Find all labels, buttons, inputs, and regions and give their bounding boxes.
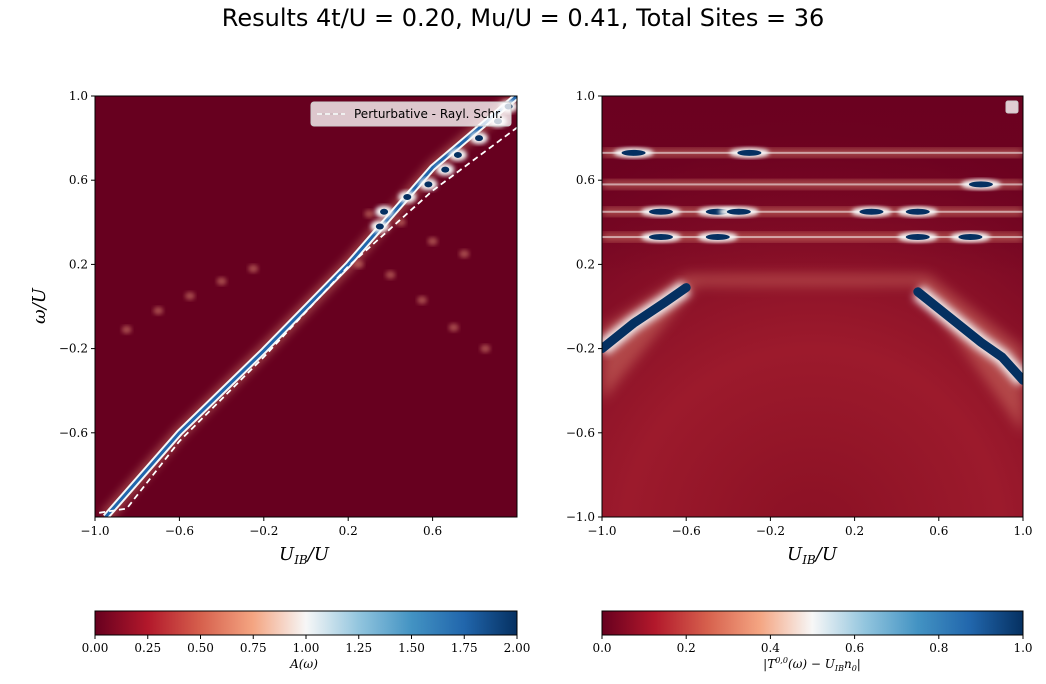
left-peak-1 <box>403 194 412 201</box>
left-peak-4 <box>453 151 462 158</box>
right-left-branch-core <box>602 283 691 354</box>
right-band-3-peak-0 <box>648 234 673 241</box>
left-ytick-label: 1.0 <box>69 89 88 103</box>
left-main-branch-core <box>104 96 517 517</box>
left-side-branch-0-point <box>184 291 195 300</box>
right-band-2-peak-4 <box>905 208 930 215</box>
right-band-1-peak-0 <box>968 181 993 188</box>
figure-title: Results 4t/U = 0.20, Mu/U = 0.41, Total … <box>221 4 825 32</box>
right-band-1-line <box>602 183 1023 186</box>
right-band-3-peak-2 <box>905 234 930 241</box>
right-band-2-peak-2 <box>726 208 751 215</box>
left-colorbar-tick-label: 1.00 <box>293 641 320 655</box>
right-ytick-label: −0.6 <box>566 426 595 440</box>
left-colorbar-tick-label: 2.00 <box>504 641 531 655</box>
right-band-0-line <box>602 151 1023 154</box>
right-xtick-label: −0.6 <box>672 524 701 538</box>
perturbative-rayleigh-schrodinger-curve <box>99 126 517 514</box>
left-xtick-label: −0.2 <box>249 524 278 538</box>
left-side-branch-2-point <box>364 209 375 218</box>
left-side-branch-0-point <box>121 325 132 334</box>
left-side-branch-2-point <box>459 249 470 258</box>
left-xtick-label: 0.6 <box>423 524 442 538</box>
right-xtick-label: 1.0 <box>1013 524 1032 538</box>
left-peak-0 <box>380 208 389 215</box>
left-colorbar-label: A(ω) <box>289 657 318 671</box>
right-axes-frame <box>601 95 1024 518</box>
right-colorbar: 0.0 0.2 0.4 0.6 0.8 1.0 |T0,0(ω) − UIBn0| <box>592 610 1033 673</box>
left-ytick-label: −0.2 <box>59 342 88 356</box>
right-band-0-peak-1 <box>737 149 762 156</box>
right-ytick-label: 0.6 <box>576 173 595 187</box>
right-band-2-peak-3 <box>859 208 884 215</box>
left-peak-3 <box>441 166 450 173</box>
right-ytick-label: −0.2 <box>566 342 595 356</box>
left-colorbar-tick-label: 1.25 <box>345 641 372 655</box>
right-band-0-peak-0 <box>621 149 646 156</box>
right-colorbar-label: |T0,0(ω) − UIBn0| <box>763 656 861 673</box>
right-colorbar-tick-label: 0.0 <box>592 641 611 655</box>
left-side-branch-1-point <box>480 344 491 353</box>
right-xtick-label: 0.6 <box>929 524 948 538</box>
left-xtick-label: 0.2 <box>339 524 358 538</box>
left-axes-frame <box>94 95 518 518</box>
left-colorbar-tick-label: 1.75 <box>451 641 478 655</box>
right-colorbar-tick-label: 0.2 <box>677 641 696 655</box>
left-side-branch-1-point <box>417 296 428 305</box>
left-side-branch-0-point <box>153 306 164 315</box>
right-x-axis-label: UIB/U <box>787 544 838 567</box>
right-band-3-peak-3 <box>958 234 983 241</box>
left-colorbar-tick-label: 0.00 <box>82 641 109 655</box>
left-ytick-label: 0.2 <box>69 257 88 271</box>
right-colorbar-tick-label: 1.0 <box>1013 641 1032 655</box>
left-colorbar: 0.00 0.25 0.50 0.75 1.00 1.25 1.50 1.75 2.00 A(ω… <box>82 610 531 671</box>
left-legend: Perturbative - Rayl. Schr. <box>310 101 512 127</box>
left-peak-2 <box>424 181 433 188</box>
right-colorbar-gradient <box>601 610 1024 636</box>
right-ytick-label: −1.0 <box>566 510 595 524</box>
right-ytick-label: 1.0 <box>576 89 595 103</box>
right-xtick-label: −1.0 <box>587 524 616 538</box>
right-xtick-label: −0.2 <box>756 524 785 538</box>
left-side-branch-2-point <box>427 237 438 246</box>
left-ytick-label: 0.6 <box>69 173 88 187</box>
left-side-branch-0-point <box>216 277 227 286</box>
right-colorbar-tick-label: 0.8 <box>929 641 948 655</box>
left-xtick-label: −1.0 <box>80 524 109 538</box>
right-xtick-label: 0.2 <box>845 524 864 538</box>
right-colorbar-tick-label: 0.4 <box>761 641 780 655</box>
left-peak-8 <box>375 223 384 230</box>
left-ytick-label: −0.6 <box>59 426 88 440</box>
legend-box <box>310 101 512 127</box>
left-colorbar-tick-label: 0.25 <box>134 641 161 655</box>
left-colorbar-tick-label: 0.50 <box>187 641 214 655</box>
left-side-branch-1-point <box>385 270 396 279</box>
left-xtick-label: −0.6 <box>165 524 194 538</box>
left-side-branch-0-point <box>248 264 259 273</box>
right-band-3-line <box>602 236 1023 239</box>
left-heatmap-panel: −1.0 −0.6 −0.2 0.2 0.6 −0.6 −0.2 0.2 0.6 1.0 UIB/… <box>29 89 518 567</box>
right-colorbar-tick-label: 0.6 <box>845 641 864 655</box>
left-colorbar-tick-label: 1.50 <box>398 641 425 655</box>
right-right-branch-core <box>913 287 1023 385</box>
left-y-axis-label: ω/U <box>29 287 50 324</box>
left-peak-5 <box>475 135 484 142</box>
left-side-branch-1-point <box>448 323 459 332</box>
right-band-3-peak-1 <box>705 234 730 241</box>
legend-entry-perturbative: Perturbative - Rayl. Schr. <box>354 107 503 121</box>
left-colorbar-gradient <box>94 610 518 636</box>
right-band-2-peak-0 <box>648 208 673 215</box>
right-band-2-line <box>602 210 1023 213</box>
right-heatmap-panel: −1.0 −0.6 −0.2 0.2 0.6 1.0 −1.0 −0.6 −0.2 0.2 0.6 1… <box>566 89 1033 567</box>
left-x-axis-label: UIB/U <box>279 544 330 567</box>
right-ytick-label: 0.2 <box>576 257 595 271</box>
left-colorbar-tick-label: 0.75 <box>240 641 267 655</box>
right-legend-empty-box <box>1005 100 1019 114</box>
